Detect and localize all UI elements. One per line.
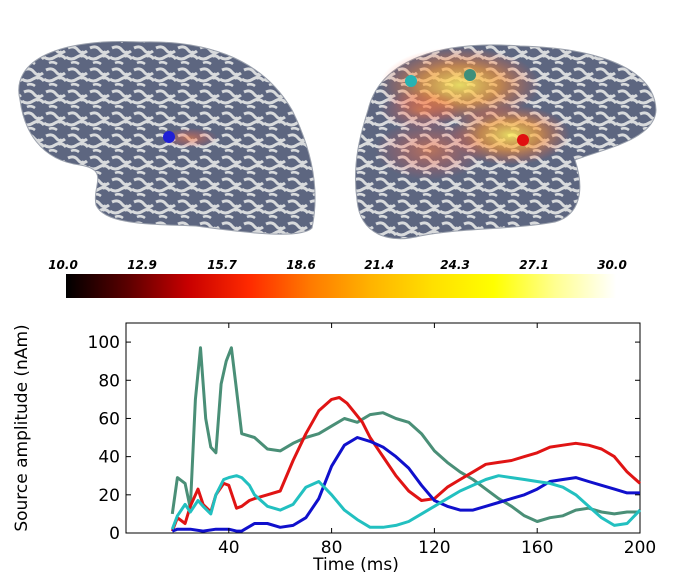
y-tick-label: 0 [109,524,120,544]
x-tick-label: 160 [521,538,553,558]
plot-frame [125,322,641,534]
source-amplitude-chart: 40 80 120 160 200 0 20 40 60 80 100 Time (ms) Sour… [12,322,656,575]
series-line-3 [171,436,640,533]
right-teal-source-marker [464,69,476,81]
y-axis-label: Source amplitude (nAm) [12,324,32,531]
right-hemisphere [354,44,657,240]
x-tick-label: 200 [624,538,656,558]
right-red-source-marker [517,134,529,146]
series-line-1 [170,346,640,523]
x-tick-label: 80 [321,538,343,558]
colorbar [66,274,616,298]
left-blue-source-marker [163,131,175,143]
series-layer [170,346,642,533]
right-cyan-source-marker [405,75,417,87]
y-tick-label: 100 [88,333,120,353]
y-tick-label: 80 [98,371,120,391]
axis-layer: 40 80 120 160 200 0 20 40 60 80 100 [88,323,656,558]
x-tick-label: 120 [418,538,450,558]
brain-surface-figure [18,41,657,298]
x-tick-label: 40 [218,538,240,558]
y-tick-label: 60 [98,409,120,429]
y-tick-label: 20 [98,486,120,506]
x-axis-label: Time (ms) [312,555,399,575]
y-tick-label: 40 [98,448,120,468]
series-line-4 [170,474,642,530]
